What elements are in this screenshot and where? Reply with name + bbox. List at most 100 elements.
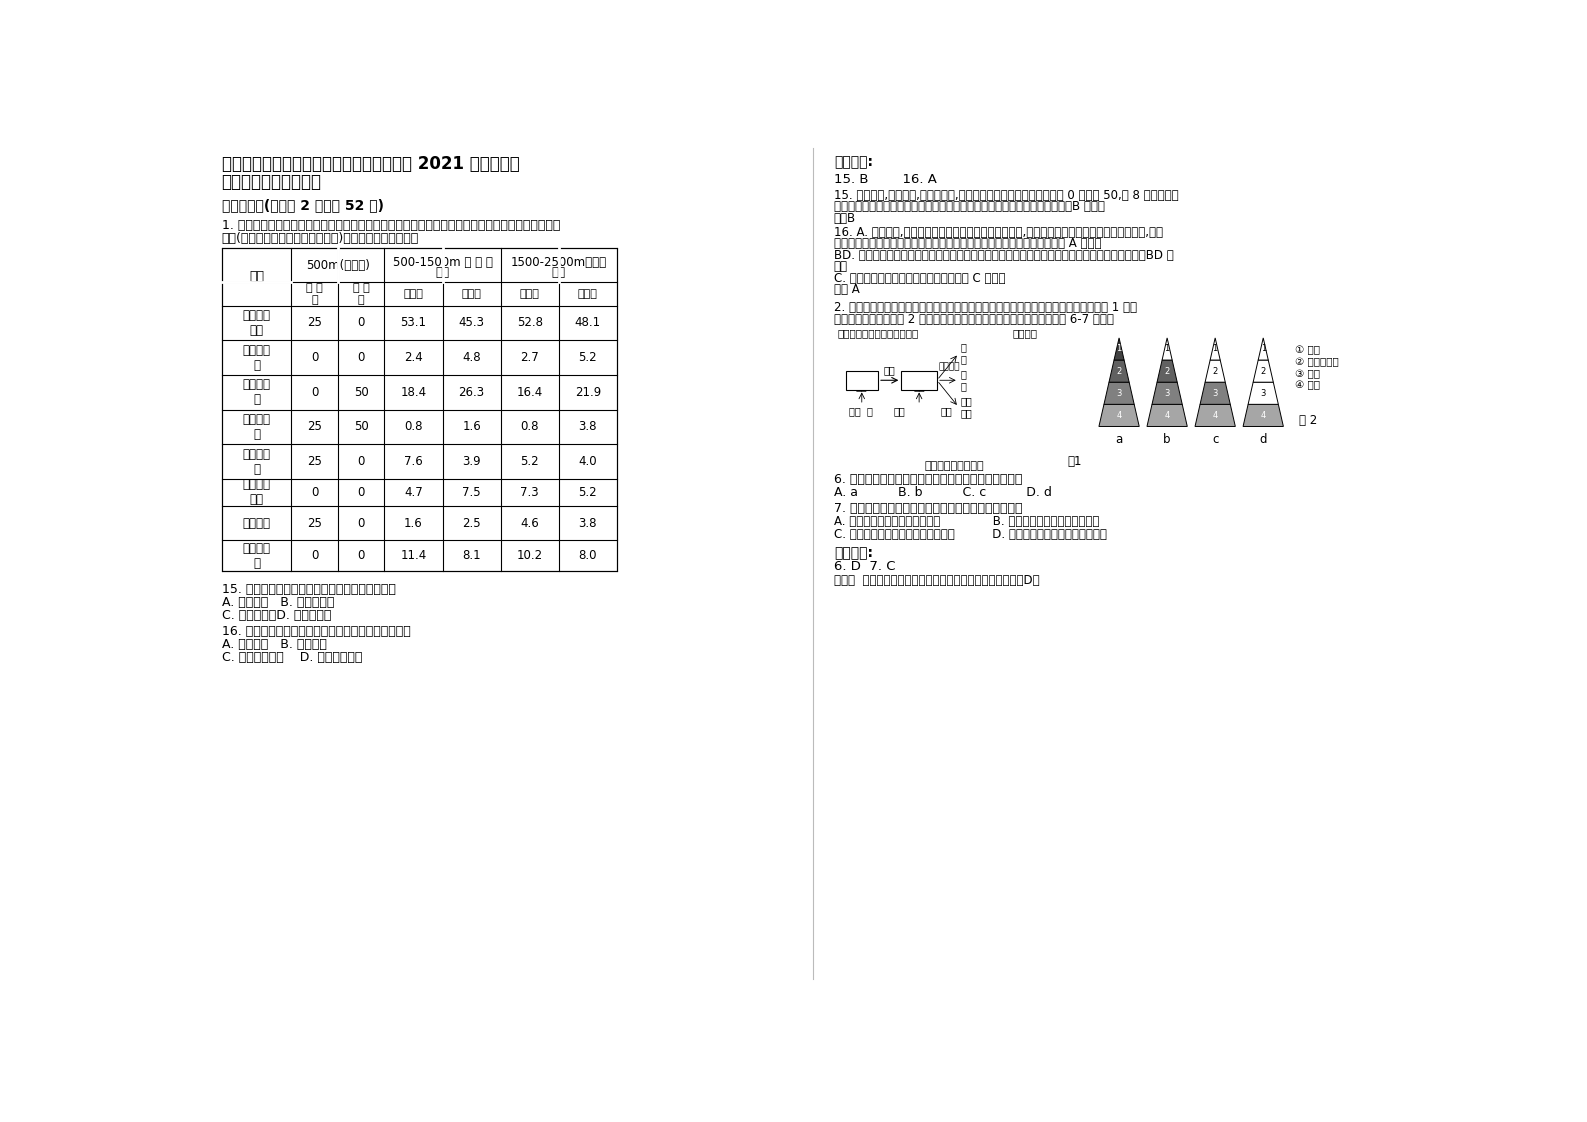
Text: 计算机服
务业: 计算机服 务业 bbox=[243, 478, 270, 506]
Text: 48.1: 48.1 bbox=[574, 316, 601, 330]
Text: 5.2: 5.2 bbox=[521, 456, 540, 468]
Text: 葡皮、籽: 葡皮、籽 bbox=[938, 362, 960, 371]
Text: A. 地租增加   B. 人口增长: A. 地租增加 B. 人口增长 bbox=[222, 638, 327, 651]
Text: 3: 3 bbox=[1212, 388, 1217, 398]
Text: 0: 0 bbox=[357, 456, 365, 468]
Text: 0: 0 bbox=[357, 550, 365, 562]
Text: 10.2: 10.2 bbox=[517, 550, 543, 562]
Text: 图 2: 图 2 bbox=[1298, 414, 1317, 427]
Text: 开通后: 开通后 bbox=[578, 289, 598, 300]
Text: 1: 1 bbox=[1212, 344, 1217, 353]
Text: 4.8: 4.8 bbox=[462, 351, 481, 364]
Text: 7.5: 7.5 bbox=[462, 486, 481, 499]
Polygon shape bbox=[1258, 338, 1268, 360]
Text: 设备  酶: 设备 酶 bbox=[849, 406, 873, 416]
Text: 0: 0 bbox=[311, 351, 319, 364]
Text: A. 以农业为基础，产业部门较多              B. 工业产品间有密切的生产联系: A. 以农业为基础，产业部门较多 B. 工业产品间有密切的生产联系 bbox=[833, 515, 1100, 528]
Text: 2: 2 bbox=[1116, 367, 1122, 376]
Text: 3.9: 3.9 bbox=[462, 456, 481, 468]
Text: 5.2: 5.2 bbox=[579, 351, 597, 364]
Text: 0: 0 bbox=[357, 351, 365, 364]
Text: 8.0: 8.0 bbox=[579, 550, 597, 562]
Text: 3: 3 bbox=[1116, 388, 1122, 398]
Text: ④ 原料: ④ 原料 bbox=[1295, 380, 1320, 390]
Text: 2. 葡萄酒用新鲜葡萄及葡萄汁酿造而成，近年来，我国葡萄产量及消费量快速增长，图 1 为葡: 2. 葡萄酒用新鲜葡萄及葡萄汁酿造而成，近年来，我国葡萄产量及消费量快速增长，图… bbox=[833, 301, 1136, 314]
Text: 2.7: 2.7 bbox=[521, 351, 540, 364]
Text: 5.2: 5.2 bbox=[579, 486, 597, 499]
Text: 参考答案:: 参考答案: bbox=[833, 546, 873, 561]
Text: 16.4: 16.4 bbox=[516, 386, 543, 398]
Text: 房地产业: 房地产业 bbox=[243, 516, 270, 530]
Text: 肥料: 肥料 bbox=[941, 406, 952, 416]
Text: 葡萄
酒厂: 葡萄 酒厂 bbox=[913, 369, 925, 392]
Text: 3.8: 3.8 bbox=[579, 421, 597, 433]
Polygon shape bbox=[1205, 360, 1225, 383]
Text: 0: 0 bbox=[311, 486, 319, 499]
Text: 一、选择题(每小题 2 分，共 52 分): 一、选择题(每小题 2 分，共 52 分) bbox=[222, 197, 384, 212]
Text: 45.3: 45.3 bbox=[459, 316, 484, 330]
Text: 1.6: 1.6 bbox=[462, 421, 481, 433]
Text: 1. 高铁的开通对城市产业布局具有一定的影响。下表为高铁开通前后南京站区新增企业分布特征变化: 1. 高铁的开通对城市产业布局具有一定的影响。下表为高铁开通前后南京站区新增企业… bbox=[222, 219, 560, 232]
Text: 3: 3 bbox=[1260, 388, 1266, 398]
Text: 0: 0 bbox=[357, 486, 365, 499]
Bar bbox=[901, 371, 936, 389]
Text: 下学期期末试题含解析: 下学期期末试题含解析 bbox=[222, 173, 322, 191]
Text: 图1: 图1 bbox=[1068, 454, 1082, 468]
Text: 区）: 区） bbox=[552, 266, 565, 279]
Text: 故选 A: 故选 A bbox=[833, 283, 860, 296]
Text: 商务服务
业: 商务服务 业 bbox=[243, 378, 270, 406]
Text: b: b bbox=[1163, 433, 1171, 447]
Polygon shape bbox=[1157, 360, 1178, 383]
Text: 解析：  第六题，葡萄酒业是一种原料导向型的加工业，故选D。: 解析： 第六题，葡萄酒业是一种原料导向型的加工业，故选D。 bbox=[833, 574, 1039, 587]
Text: 2: 2 bbox=[1260, 367, 1266, 376]
Polygon shape bbox=[1114, 338, 1124, 360]
Text: 16. A. 读表可知,高铁开通后站区批发和零售业比重下降,这主要是因为批发零售业占地面积较大,而高: 16. A. 读表可知,高铁开通后站区批发和零售业比重下降,这主要是因为批发零售… bbox=[833, 226, 1163, 239]
Text: A. a          B. b          C. c          D. d: A. a B. b C. c D. d bbox=[833, 486, 1052, 499]
Polygon shape bbox=[1195, 404, 1235, 426]
Bar bbox=[222, 248, 617, 571]
Text: 50: 50 bbox=[354, 421, 368, 433]
Text: 葡萄
种植: 葡萄 种植 bbox=[855, 369, 868, 392]
Text: 7.6: 7.6 bbox=[405, 456, 422, 468]
Text: 药
类: 药 类 bbox=[960, 369, 966, 392]
Text: 4.7: 4.7 bbox=[405, 486, 422, 499]
Text: 内蒙古自治区赤峰市敖汉旗下洼镇职业高中 2021 年高一地理: 内蒙古自治区赤峰市敖汉旗下洼镇职业高中 2021 年高一地理 bbox=[222, 156, 519, 174]
Text: 开 通
后: 开 通 后 bbox=[352, 283, 370, 305]
Text: 区）: 区） bbox=[435, 266, 449, 279]
Text: 25: 25 bbox=[308, 316, 322, 330]
Text: 消费市场: 消费市场 bbox=[1013, 328, 1038, 338]
Polygon shape bbox=[1152, 383, 1182, 404]
Text: 26.3: 26.3 bbox=[459, 386, 484, 398]
Text: 住宿餐馆
业: 住宿餐馆 业 bbox=[243, 343, 270, 371]
Text: 7.3: 7.3 bbox=[521, 486, 540, 499]
Text: C. 该产业链摆脱了地域和季节的约束          D. 该产业链基本实现了无污染排放: C. 该产业链摆脱了地域和季节的约束 D. 该产业链基本实现了无污染排放 bbox=[833, 528, 1106, 541]
Text: 21.9: 21.9 bbox=[574, 386, 601, 398]
Text: 开通后: 开通后 bbox=[462, 289, 481, 300]
Text: 1: 1 bbox=[1116, 344, 1122, 353]
Text: 1500-2500m（外围: 1500-2500m（外围 bbox=[511, 256, 606, 268]
Text: 2.5: 2.5 bbox=[462, 516, 481, 530]
Text: ② 廉价劳动力: ② 廉价劳动力 bbox=[1295, 357, 1339, 367]
Text: ① 技术: ① 技术 bbox=[1295, 346, 1320, 356]
Text: 25: 25 bbox=[308, 421, 322, 433]
Text: 15. 高铁开通后，对核心区拉动作用最大的企业是: 15. 高铁开通后，对核心区拉动作用最大的企业是 bbox=[222, 582, 395, 596]
Text: 葡萄酒产业链结构图: 葡萄酒产业链结构图 bbox=[924, 461, 984, 471]
Text: 废水: 废水 bbox=[893, 406, 905, 416]
Text: 0: 0 bbox=[357, 516, 365, 530]
Text: 居民服务
业: 居民服务 业 bbox=[243, 448, 270, 476]
Text: 25: 25 bbox=[308, 456, 322, 468]
Text: c: c bbox=[1212, 433, 1219, 447]
Text: 萄酒产业链结构图，图 2 为区位因素影响程度分等图，读图文材料，完成 6-7 小题。: 萄酒产业链结构图，图 2 为区位因素影响程度分等图，读图文材料，完成 6-7 小… bbox=[833, 313, 1114, 325]
Text: 0: 0 bbox=[311, 386, 319, 398]
Text: 15. B        16. A: 15. B 16. A bbox=[833, 173, 936, 186]
Text: C. 交通运输业D. 居民服务业: C. 交通运输业D. 居民服务业 bbox=[222, 609, 332, 622]
Polygon shape bbox=[1254, 360, 1273, 383]
Polygon shape bbox=[1247, 383, 1279, 404]
Text: 交通运输
业: 交通运输 业 bbox=[243, 413, 270, 441]
Text: 开通前: 开通前 bbox=[403, 289, 424, 300]
Text: 废品
回收: 废品 回收 bbox=[960, 396, 971, 419]
Text: 6. 影响该葡萄酒产业布局的主要区位因素分布正确的是: 6. 影响该葡萄酒产业布局的主要区位因素分布正确的是 bbox=[833, 472, 1022, 486]
Text: 8.1: 8.1 bbox=[462, 550, 481, 562]
Text: 旅游（采摘、酒文化活动等）: 旅游（采摘、酒文化活动等） bbox=[838, 328, 919, 338]
Text: 铁开通后地租上涨，批发零售业地租成本上升，需要重新进行区位选择，故 A 正确；: 铁开通后地租上涨，批发零售业地租成本上升，需要重新进行区位选择，故 A 正确； bbox=[833, 237, 1101, 250]
